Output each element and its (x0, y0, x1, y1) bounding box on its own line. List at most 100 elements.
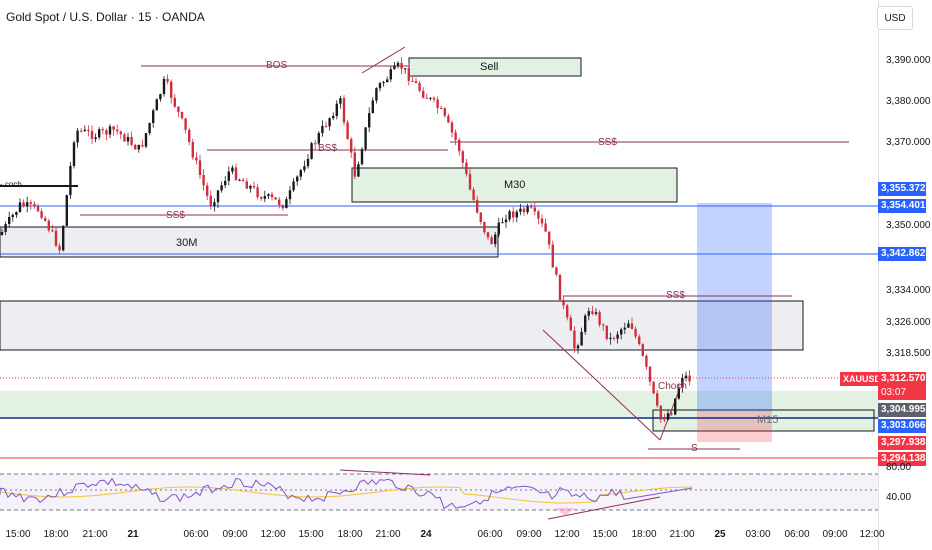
time-axis-label: 06:00 (477, 529, 503, 540)
candle-body (155, 99, 158, 111)
candle-body (152, 110, 155, 124)
rsi-oversold-mark (555, 508, 575, 516)
candle-body (220, 185, 223, 191)
candle-body (440, 107, 443, 109)
candle-body (450, 122, 454, 133)
candle-body (144, 133, 148, 147)
candle-body (116, 129, 119, 132)
price-tick: 3,334.000 (886, 285, 931, 296)
candle-body (123, 134, 126, 142)
candle-body (382, 82, 385, 84)
symbol-tag: XAUUSD (840, 372, 885, 386)
annotation-ss-bottom: S (691, 443, 698, 454)
candle-body (62, 225, 65, 251)
candle-body (526, 206, 529, 213)
candle-body (645, 355, 648, 367)
candle-body (26, 202, 29, 207)
candle-body (177, 106, 180, 113)
candle-body (285, 199, 288, 209)
candle-body (245, 181, 248, 189)
candle-body (558, 274, 562, 300)
candle-body (224, 180, 227, 186)
candle-body (270, 194, 274, 198)
candle-body (170, 81, 173, 98)
candle-body (580, 331, 583, 346)
candle-body (648, 366, 652, 382)
candle-body (609, 337, 612, 339)
time-axis-label: 18:00 (337, 529, 363, 540)
candle-body (242, 179, 245, 182)
candle-body (386, 79, 389, 83)
candle-body (44, 218, 47, 221)
m30-zone (351, 167, 678, 203)
candle-body (346, 122, 349, 140)
candle-body (490, 237, 493, 245)
candle-body (87, 129, 90, 132)
annotation-bos: BOS (266, 60, 288, 71)
candle-body (119, 131, 122, 135)
candle-body (216, 190, 220, 203)
candle-body (252, 185, 256, 188)
candle-body (148, 123, 151, 134)
candle-body (364, 127, 367, 150)
currency-button[interactable]: USD (877, 6, 913, 30)
time-axis-label: 09:00 (822, 529, 848, 540)
candle-body (598, 312, 601, 325)
candle-body (299, 170, 302, 177)
candle-body (8, 216, 11, 225)
time-axis-label: 12:00 (554, 529, 580, 540)
candle-body (353, 152, 356, 177)
candle-body (670, 413, 673, 415)
candle-body (566, 305, 569, 318)
annotation-choch: Choch (658, 381, 687, 392)
candle-body (551, 244, 554, 268)
candle-body (40, 211, 43, 219)
candle-body (652, 381, 655, 394)
candle-body (512, 211, 515, 218)
candle-body (562, 299, 565, 306)
annotation-sss-mid: SS$ (666, 290, 685, 301)
candle-body (213, 202, 216, 207)
candle-body (400, 62, 403, 69)
candle-body (238, 179, 241, 181)
candle-body (101, 129, 104, 131)
candle-body (659, 405, 662, 420)
supply-zone (0, 300, 804, 351)
candle-body (202, 174, 205, 186)
annotation-sss-left: SS$ (166, 210, 185, 221)
candle-body (522, 208, 526, 213)
candle-body (206, 185, 209, 196)
candle-body (328, 118, 331, 127)
candle-body (51, 230, 54, 232)
price-tick: 3,370.000 (886, 137, 931, 148)
candle-body (422, 90, 425, 98)
candle-body (18, 202, 22, 212)
candle-body (342, 98, 346, 123)
candle-body (281, 205, 284, 209)
candle-body (339, 98, 342, 104)
rsi-divergence-line (339, 469, 431, 476)
candle-body (231, 167, 234, 172)
candle-body (335, 103, 338, 116)
candle-body (76, 130, 79, 143)
candle-body (234, 167, 238, 180)
time-axis-label: 15:00 (592, 529, 618, 540)
candle-body (54, 230, 58, 246)
time-axis-label: 15:00 (5, 529, 31, 540)
candle-body (627, 323, 630, 328)
time-axis-label: 06:00 (183, 529, 209, 540)
time-axis-label: 09:00 (516, 529, 542, 540)
annotation-bss: BS$ (318, 143, 337, 154)
candle-body (407, 68, 410, 81)
candle-body (447, 115, 450, 123)
candle-body (83, 129, 86, 132)
candle-body (486, 232, 490, 238)
candle-body (620, 329, 623, 335)
candle-body (483, 221, 486, 233)
time-axis-label: 21:00 (82, 529, 108, 540)
rsi-ma-line (0, 486, 692, 504)
candle-body (429, 97, 432, 99)
price-level-tag: 3,303.066 (878, 419, 926, 433)
time-axis-label: 06:00 (784, 529, 810, 540)
